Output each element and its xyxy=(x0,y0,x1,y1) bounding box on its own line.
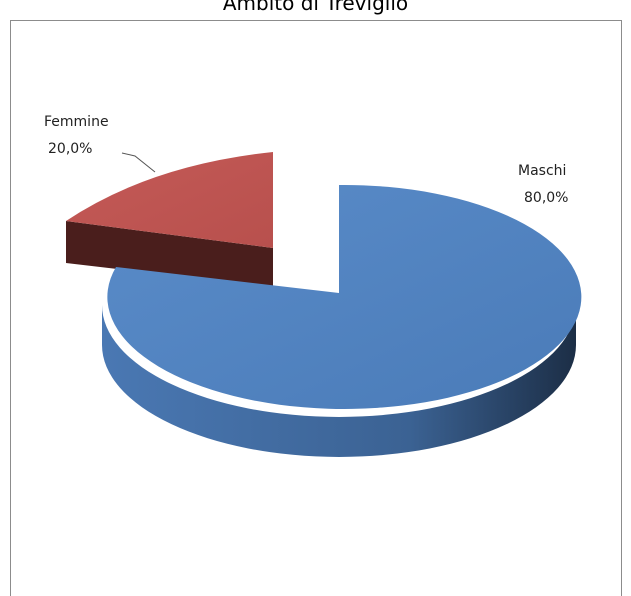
chart-title: Ambito di Treviglio xyxy=(222,0,409,15)
slice-femmine xyxy=(66,152,273,287)
slice-femmine-top xyxy=(66,152,273,248)
label-femmine-name: Femmine xyxy=(44,114,109,130)
slice-maschi xyxy=(102,184,582,457)
slice-femmine-side xyxy=(66,221,273,287)
label-femmine-value: 20,0% xyxy=(48,141,92,157)
slice-maschi-top xyxy=(107,184,582,409)
label-maschi-value: 80,0% xyxy=(524,190,568,206)
label-maschi-name: Maschi xyxy=(518,163,566,179)
leader-line-femmine xyxy=(121,152,156,173)
slice-maschi-side xyxy=(102,305,576,457)
